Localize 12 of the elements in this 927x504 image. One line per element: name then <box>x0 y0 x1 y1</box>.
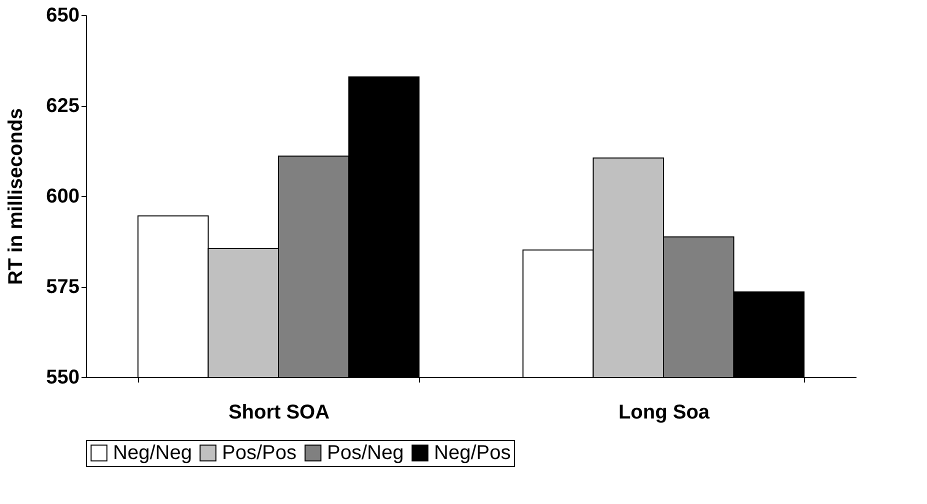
y-axis-title: RT in milliseconds <box>5 108 28 285</box>
legend-label: Neg/Pos <box>434 442 511 464</box>
legend-label: Neg/Neg <box>113 442 192 464</box>
x-tick-label: Short SOA <box>228 402 330 424</box>
y-tick-label: 600 <box>46 186 80 208</box>
y-tick-label: 625 <box>46 95 80 117</box>
x-tick-label: Long Soa <box>618 402 710 424</box>
legend-label: Pos/Neg <box>327 442 404 464</box>
y-tick-label: 575 <box>46 276 80 298</box>
y-tick-label: 550 <box>46 366 80 388</box>
legend-label: Pos/Pos <box>222 442 296 464</box>
y-tick-label: 650 <box>46 4 80 26</box>
